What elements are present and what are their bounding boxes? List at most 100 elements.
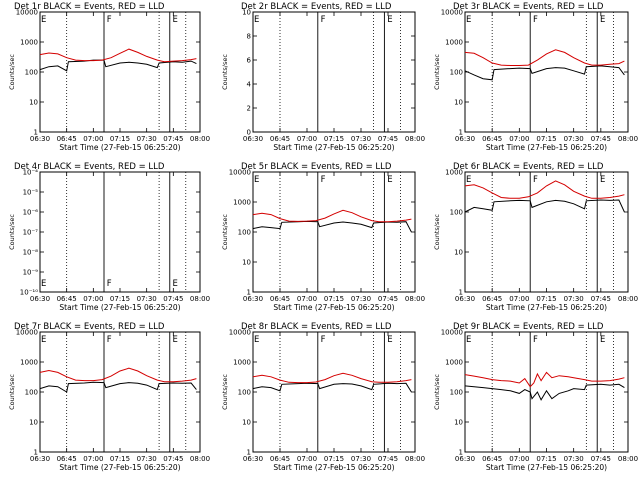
chart-4-xtick-label-2: 07:00: [83, 295, 103, 303]
chart-9-xtick-label-5: 07:45: [591, 455, 611, 463]
chart-6-xtick-label-5: 07:45: [591, 295, 611, 303]
chart-9-series-lld: [464, 371, 625, 388]
chart-4-xtick-label-4: 07:30: [137, 295, 157, 303]
chart-3-xtick-label-6: 08:00: [618, 135, 638, 143]
chart-1-marker-label-2: F: [107, 15, 112, 25]
chart-4-ytick-label-1: 10⁻⁹: [23, 269, 39, 277]
chart-2-ytick-label-3: 6: [247, 57, 252, 65]
chart-6-xtick-label-4: 07:30: [564, 295, 584, 303]
chart-9-ytick-label-2: 100: [450, 389, 463, 397]
chart-6-xtick-label-1: 06:45: [482, 295, 502, 303]
chart-7-xtick-label-0: 06:30: [30, 455, 50, 463]
chart-2-xtick-label-0: 06:30: [243, 135, 263, 143]
chart-4-ytick-label-2: 10⁻⁸: [23, 249, 39, 257]
chart-7-ylabel: Counts/sec: [8, 374, 16, 410]
chart-4-marker-label-2: F: [107, 279, 112, 289]
chart-7-title: Det 7r BLACK = Events, RED = LLD: [14, 322, 165, 332]
chart-1-ytick-label-2: 100: [25, 69, 38, 77]
chart-5-xtick-label-3: 07:15: [324, 295, 344, 303]
chart-3-title: Det 3r BLACK = Events, RED = LLD: [453, 2, 604, 12]
chart-9-xtick-label-1: 06:45: [482, 455, 502, 463]
chart-6-marker-label-2: F: [533, 175, 538, 185]
chart-1-frame: [39, 11, 201, 133]
chart-2-marker-label-2: F: [321, 15, 326, 25]
chart-1-xtick-label-1: 06:45: [57, 135, 77, 143]
chart-2-title: Det 2r BLACK = Events, RED = LLD: [241, 2, 392, 12]
chart-7-xtick-label-1: 06:45: [57, 455, 77, 463]
chart-2-xtick-label-1: 06:45: [270, 135, 290, 143]
chart-9-frame: [464, 331, 629, 453]
chart-6-xtick-label-0: 06:30: [455, 295, 475, 303]
chart-2-frame: [252, 11, 416, 133]
chart-7-panel: Det 7r BLACK = Events, RED = LLD 1 10 100 10…: [8, 322, 210, 472]
chart-9-xtick-label-4: 07:30: [564, 455, 584, 463]
chart-7-frame: [39, 331, 201, 453]
chart-9-xtick-label-0: 06:30: [455, 455, 475, 463]
chart-8-frame: [252, 331, 416, 453]
chart-7-marker-label-1: E: [41, 335, 46, 345]
chart-8-xtick-label-0: 06:30: [243, 455, 263, 463]
chart-5-series-events: [252, 220, 412, 233]
chart-1-ytick-label-4: 10000: [16, 9, 38, 17]
chart-2-xtick-label-2: 07:00: [297, 135, 317, 143]
chart-1-xtick-label-4: 07:30: [137, 135, 157, 143]
chart-3-marker-label-3: E: [600, 15, 605, 25]
chart-9-marker-label-2: F: [533, 335, 538, 345]
chart-2-xlabel: Start Time (27-Feb-15 06:25:20): [273, 143, 394, 152]
chart-4-xlabel: Start Time (27-Feb-15 06:25:20): [59, 303, 180, 312]
chart-6-ytick-label-2: 100: [450, 209, 463, 217]
chart-2-marker-label-1: E: [254, 15, 259, 25]
chart-7-xtick-label-5: 07:45: [163, 455, 183, 463]
chart-1-xtick-label-3: 07:15: [110, 135, 130, 143]
chart-4-xtick-label-3: 07:15: [110, 295, 130, 303]
chart-8-ytick-label-0: 1: [247, 449, 251, 457]
chart-3-series-lld: [464, 49, 625, 66]
chart-8-marker-label-2: F: [321, 335, 326, 345]
chart-8-xtick-label-4: 07:30: [351, 455, 371, 463]
chart-1-ytick-label-0: 1: [34, 129, 38, 137]
chart-8-panel: Det 8r BLACK = Events, RED = LLD 1 10 100 10…: [221, 322, 425, 472]
chart-1-ytick-label-3: 1000: [20, 39, 38, 47]
chart-2-xtick-label-4: 07:30: [351, 135, 371, 143]
chart-8-marker-label-1: E: [254, 335, 259, 345]
chart-9-series-events: [464, 383, 625, 401]
chart-5-panel: Det 5r BLACK = Events, RED = LLD 1 10 100 10…: [221, 162, 425, 312]
chart-5-ytick-label-3: 1000: [233, 199, 251, 207]
chart-3-ytick-label-4: 10000: [441, 9, 463, 17]
chart-3-ylabel: Counts/sec: [433, 54, 441, 90]
chart-4-ytick-label-0: 10⁻¹⁰: [20, 289, 38, 297]
chart-9-ytick-label-4: 10000: [441, 329, 463, 337]
chart-4-ytick-label-5: 10⁻⁵: [23, 189, 39, 197]
chart-5-ytick-label-4: 10000: [229, 169, 251, 177]
chart-2-ytick-label-4: 8: [247, 33, 251, 41]
chart-3-ytick-label-1: 10: [454, 99, 463, 107]
chart-2-ytick-label-1: 2: [247, 105, 251, 113]
chart-1-series-lld: [39, 48, 197, 63]
chart-3-marker-label-2: F: [533, 15, 538, 25]
chart-3-ytick-label-2: 100: [450, 69, 463, 77]
chart-6-ytick-label-0: 1: [459, 289, 463, 297]
chart-7-xtick-label-6: 08:00: [190, 455, 210, 463]
chart-7-ytick-label-4: 10000: [16, 329, 38, 337]
chart-8-title: Det 8r BLACK = Events, RED = LLD: [241, 322, 392, 332]
chart-7-marker-label-2: F: [107, 335, 112, 345]
chart-8-ytick-label-1: 10: [242, 419, 251, 427]
chart-4-xtick-label-6: 08:00: [190, 295, 210, 303]
chart-7-series-events: [39, 381, 197, 393]
chart-3-frame: [464, 11, 629, 133]
chart-2-ylabel: Counts/sec: [221, 54, 229, 90]
chart-3-xtick-label-5: 07:45: [591, 135, 611, 143]
chart-6-ytick-label-1: 10: [454, 249, 463, 257]
chart-4-marker-label-1: E: [41, 279, 46, 289]
chart-3-series-events: [464, 65, 625, 81]
chart-8-series-events: [252, 382, 412, 393]
chart-8-xtick-label-1: 06:45: [270, 455, 290, 463]
chart-2-ytick-label-5: 10: [242, 9, 251, 17]
chart-1-xtick-label-2: 07:00: [83, 135, 103, 143]
chart-8-xtick-label-6: 08:00: [405, 455, 425, 463]
chart-1-ylabel: Counts/sec: [8, 54, 16, 90]
chart-9-ytick-label-1: 10: [454, 419, 463, 427]
chart-3-panel: Det 3r BLACK = Events, RED = LLD 1 10 100 10…: [433, 2, 638, 152]
chart-5-title: Det 5r BLACK = Events, RED = LLD: [241, 162, 392, 172]
chart-3-ytick-label-3: 1000: [445, 39, 463, 47]
